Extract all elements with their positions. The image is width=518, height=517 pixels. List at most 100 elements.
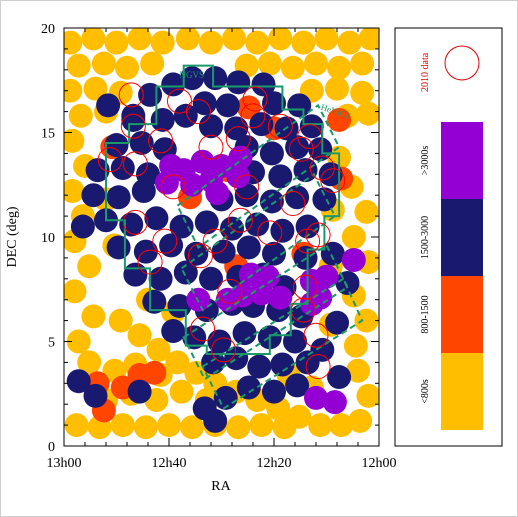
pointing-long (312, 187, 337, 212)
pointing-deep (226, 164, 251, 189)
pointing-long (211, 239, 236, 264)
pointing-short (64, 30, 83, 55)
pointing-long (161, 319, 186, 344)
pointing-short (64, 78, 83, 103)
pointing-long (180, 66, 205, 91)
pointing-deep (159, 153, 184, 178)
pointing-long (327, 365, 352, 390)
pointing-2010 (293, 274, 318, 300)
pointing-long (251, 72, 276, 97)
legend-2010-label: 2010 data (420, 52, 431, 92)
pointing-long (226, 70, 251, 95)
legend-bins: >3000s 1500-3000 800-1500 <800s (420, 122, 483, 430)
pointing-2010 (198, 134, 224, 160)
x-axis-title: RA (211, 479, 231, 494)
pointing-long (203, 408, 228, 433)
pointing-long (169, 214, 194, 239)
pointing-short (175, 28, 200, 51)
pointing-long (104, 133, 129, 158)
pointing-short (350, 80, 375, 105)
pointing-long (173, 260, 198, 285)
pointing-2010 (234, 174, 260, 200)
x-tick-label: 12h00 (362, 456, 397, 471)
pointing-medium (327, 107, 352, 132)
pointing-2010 (227, 207, 253, 233)
pointing-long (194, 210, 219, 235)
legend-bin-swatch (441, 122, 483, 199)
pointing-short (91, 51, 116, 76)
pointing-short (108, 308, 133, 333)
pointing-short (327, 55, 352, 80)
pointing-short (127, 323, 152, 348)
y-tick-label: 15 (41, 127, 55, 142)
pointing-long (287, 93, 312, 118)
pointing-2010 (217, 278, 243, 304)
pointing-short (66, 329, 91, 354)
pointing-long (295, 214, 320, 239)
pointing-2010 (97, 147, 123, 173)
pointing-long (131, 179, 156, 204)
pointing-2010 (188, 243, 213, 269)
pointing-long (192, 91, 217, 116)
pointing-long (259, 141, 284, 166)
pointing-long (283, 329, 307, 354)
pointing-long (96, 93, 121, 118)
pointing-short (308, 413, 333, 438)
survey-footprints (105, 64, 364, 410)
pointing-long (70, 214, 95, 239)
pointing-short (110, 413, 135, 438)
pointing-long (123, 262, 148, 287)
pointing-short (133, 415, 158, 440)
survey-label-ngvs: NGVS (180, 70, 205, 80)
pointing-long (207, 329, 232, 354)
pointing-2010 (242, 86, 268, 112)
pointing-2010 (267, 113, 293, 139)
y-tick-label: 5 (48, 336, 55, 351)
pointing-2010 (148, 128, 174, 154)
pointing-deep (314, 264, 339, 289)
pointing-short (314, 28, 339, 51)
x-tick-label: 12h20 (257, 456, 292, 471)
pointing-deep (268, 285, 293, 310)
pointing-2010 (288, 136, 314, 162)
pointing-short (348, 408, 373, 433)
pointing-short (64, 179, 85, 204)
pointing-deep (341, 247, 366, 272)
pointing-long (245, 212, 270, 237)
x-tick-label: 12h40 (152, 456, 187, 471)
pointing-short (68, 103, 93, 128)
pointing-short (249, 413, 274, 438)
pointing-long (285, 373, 310, 398)
pointing-long (262, 91, 286, 116)
legend-bin-swatch (441, 353, 483, 430)
pointing-short (356, 101, 379, 126)
pointing-long (262, 241, 286, 266)
pointing-short (66, 53, 91, 78)
y-axis-title: DEC (deg) (5, 206, 20, 267)
pointing-short (104, 30, 129, 55)
pointing-short (358, 28, 379, 51)
pointing-short (337, 30, 362, 55)
pointing-2010 (297, 124, 323, 150)
pointing-deep (304, 385, 328, 410)
legend-bin-label: >3000s (420, 146, 431, 176)
pointing-short (157, 413, 181, 438)
pointing-long (127, 379, 152, 404)
pointing-short (354, 199, 379, 224)
pointing-short (341, 225, 366, 249)
pointing-long (119, 212, 144, 237)
pointing-long (159, 233, 184, 258)
pointing-2010 (190, 316, 216, 342)
pointing-long (133, 239, 158, 264)
pointing-short (268, 28, 293, 51)
pointing-long (236, 375, 261, 400)
pointing-deep (228, 145, 253, 170)
pointing-short (226, 415, 251, 440)
pointing-short (291, 30, 316, 55)
pointing-long (285, 135, 310, 160)
hevics-footprint-box (176, 103, 341, 249)
pointing-long (199, 266, 223, 291)
pointing-short (81, 28, 106, 51)
